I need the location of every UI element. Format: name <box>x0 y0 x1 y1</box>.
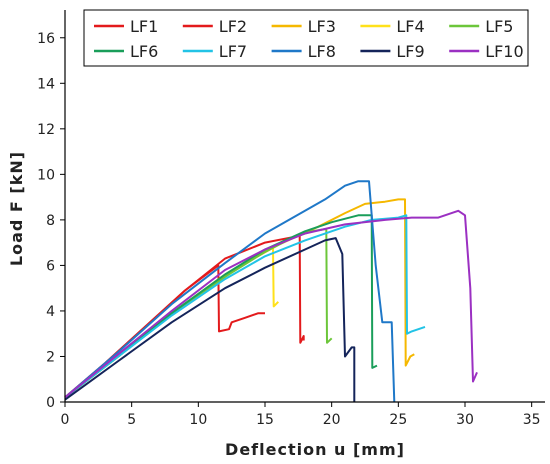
series-lines <box>64 180 478 403</box>
legend-label: LF8 <box>308 42 336 61</box>
y-axis-title: Load F [kN] <box>7 151 26 266</box>
legend-label: LF6 <box>130 42 158 61</box>
legend-item-lf6: LF6 <box>94 42 158 61</box>
legend-item-lf3: LF3 <box>271 17 336 36</box>
x-tick-label: 5 <box>127 412 136 428</box>
x-axis-title: Deflection u [mm] <box>225 440 405 459</box>
y-axis-ticks: 0 2 4 6 8 10 12 14 16 <box>37 31 65 411</box>
legend-label: LF7 <box>219 42 247 61</box>
legend-label: LF9 <box>396 42 424 61</box>
x-tick-label: 25 <box>389 412 407 428</box>
x-axis-ticks: 0 5 10 15 20 25 30 35 <box>61 402 541 428</box>
legend-label: LF4 <box>396 17 424 36</box>
legend: LF1 LF2 LF3 LF4 LF5 LF6 LF7 LF8 LF9 LF10 <box>83 9 529 67</box>
x-tick-label: 35 <box>523 412 541 428</box>
y-tick-label: 12 <box>37 122 55 138</box>
y-tick-label: 8 <box>46 213 55 229</box>
x-tick-label: 0 <box>61 412 70 428</box>
legend-item-lf7: LF7 <box>182 42 247 61</box>
y-tick-label: 2 <box>46 349 55 365</box>
series-line-lf8 <box>64 180 396 403</box>
y-tick-label: 6 <box>46 258 55 274</box>
series-line-lf6 <box>64 214 378 399</box>
legend-label: LF3 <box>308 17 336 36</box>
legend-label: LF5 <box>485 17 513 36</box>
y-tick-label: 10 <box>37 167 55 183</box>
legend-label: LF2 <box>219 17 247 36</box>
legend-label: LF10 <box>485 42 523 61</box>
legend-item-lf9: LF9 <box>360 42 425 61</box>
y-tick-label: 4 <box>46 304 55 320</box>
x-tick-label: 15 <box>256 412 274 428</box>
plot-area: 0 5 10 15 20 25 30 35 0 2 4 6 8 10 12 14 16 <box>37 10 545 428</box>
legend-item-lf2: LF2 <box>182 17 247 36</box>
legend-item-lf4: LF4 <box>360 17 425 36</box>
legend-item-lf1: LF1 <box>94 17 158 36</box>
x-tick-label: 10 <box>189 412 207 428</box>
y-tick-label: 16 <box>37 31 55 47</box>
series-line-lf7 <box>64 214 426 399</box>
series-line-lf3 <box>64 198 415 399</box>
y-tick-label: 14 <box>37 76 55 92</box>
legend-items: LF1 LF2 LF3 LF4 LF5 LF6 LF7 LF8 LF9 LF10 <box>94 17 524 61</box>
legend-label: LF1 <box>130 17 158 36</box>
legend-box <box>83 9 529 67</box>
x-tick-label: 20 <box>323 412 341 428</box>
y-tick-label: 0 <box>46 395 55 411</box>
legend-item-lf5: LF5 <box>449 17 513 36</box>
x-tick-label: 30 <box>456 412 474 428</box>
legend-item-lf8: LF8 <box>271 42 336 61</box>
legend-item-lf10: LF10 <box>449 42 524 61</box>
series-line-lf5 <box>64 228 333 399</box>
series-line-lf9 <box>64 237 356 402</box>
series-line-lf10 <box>64 209 478 399</box>
